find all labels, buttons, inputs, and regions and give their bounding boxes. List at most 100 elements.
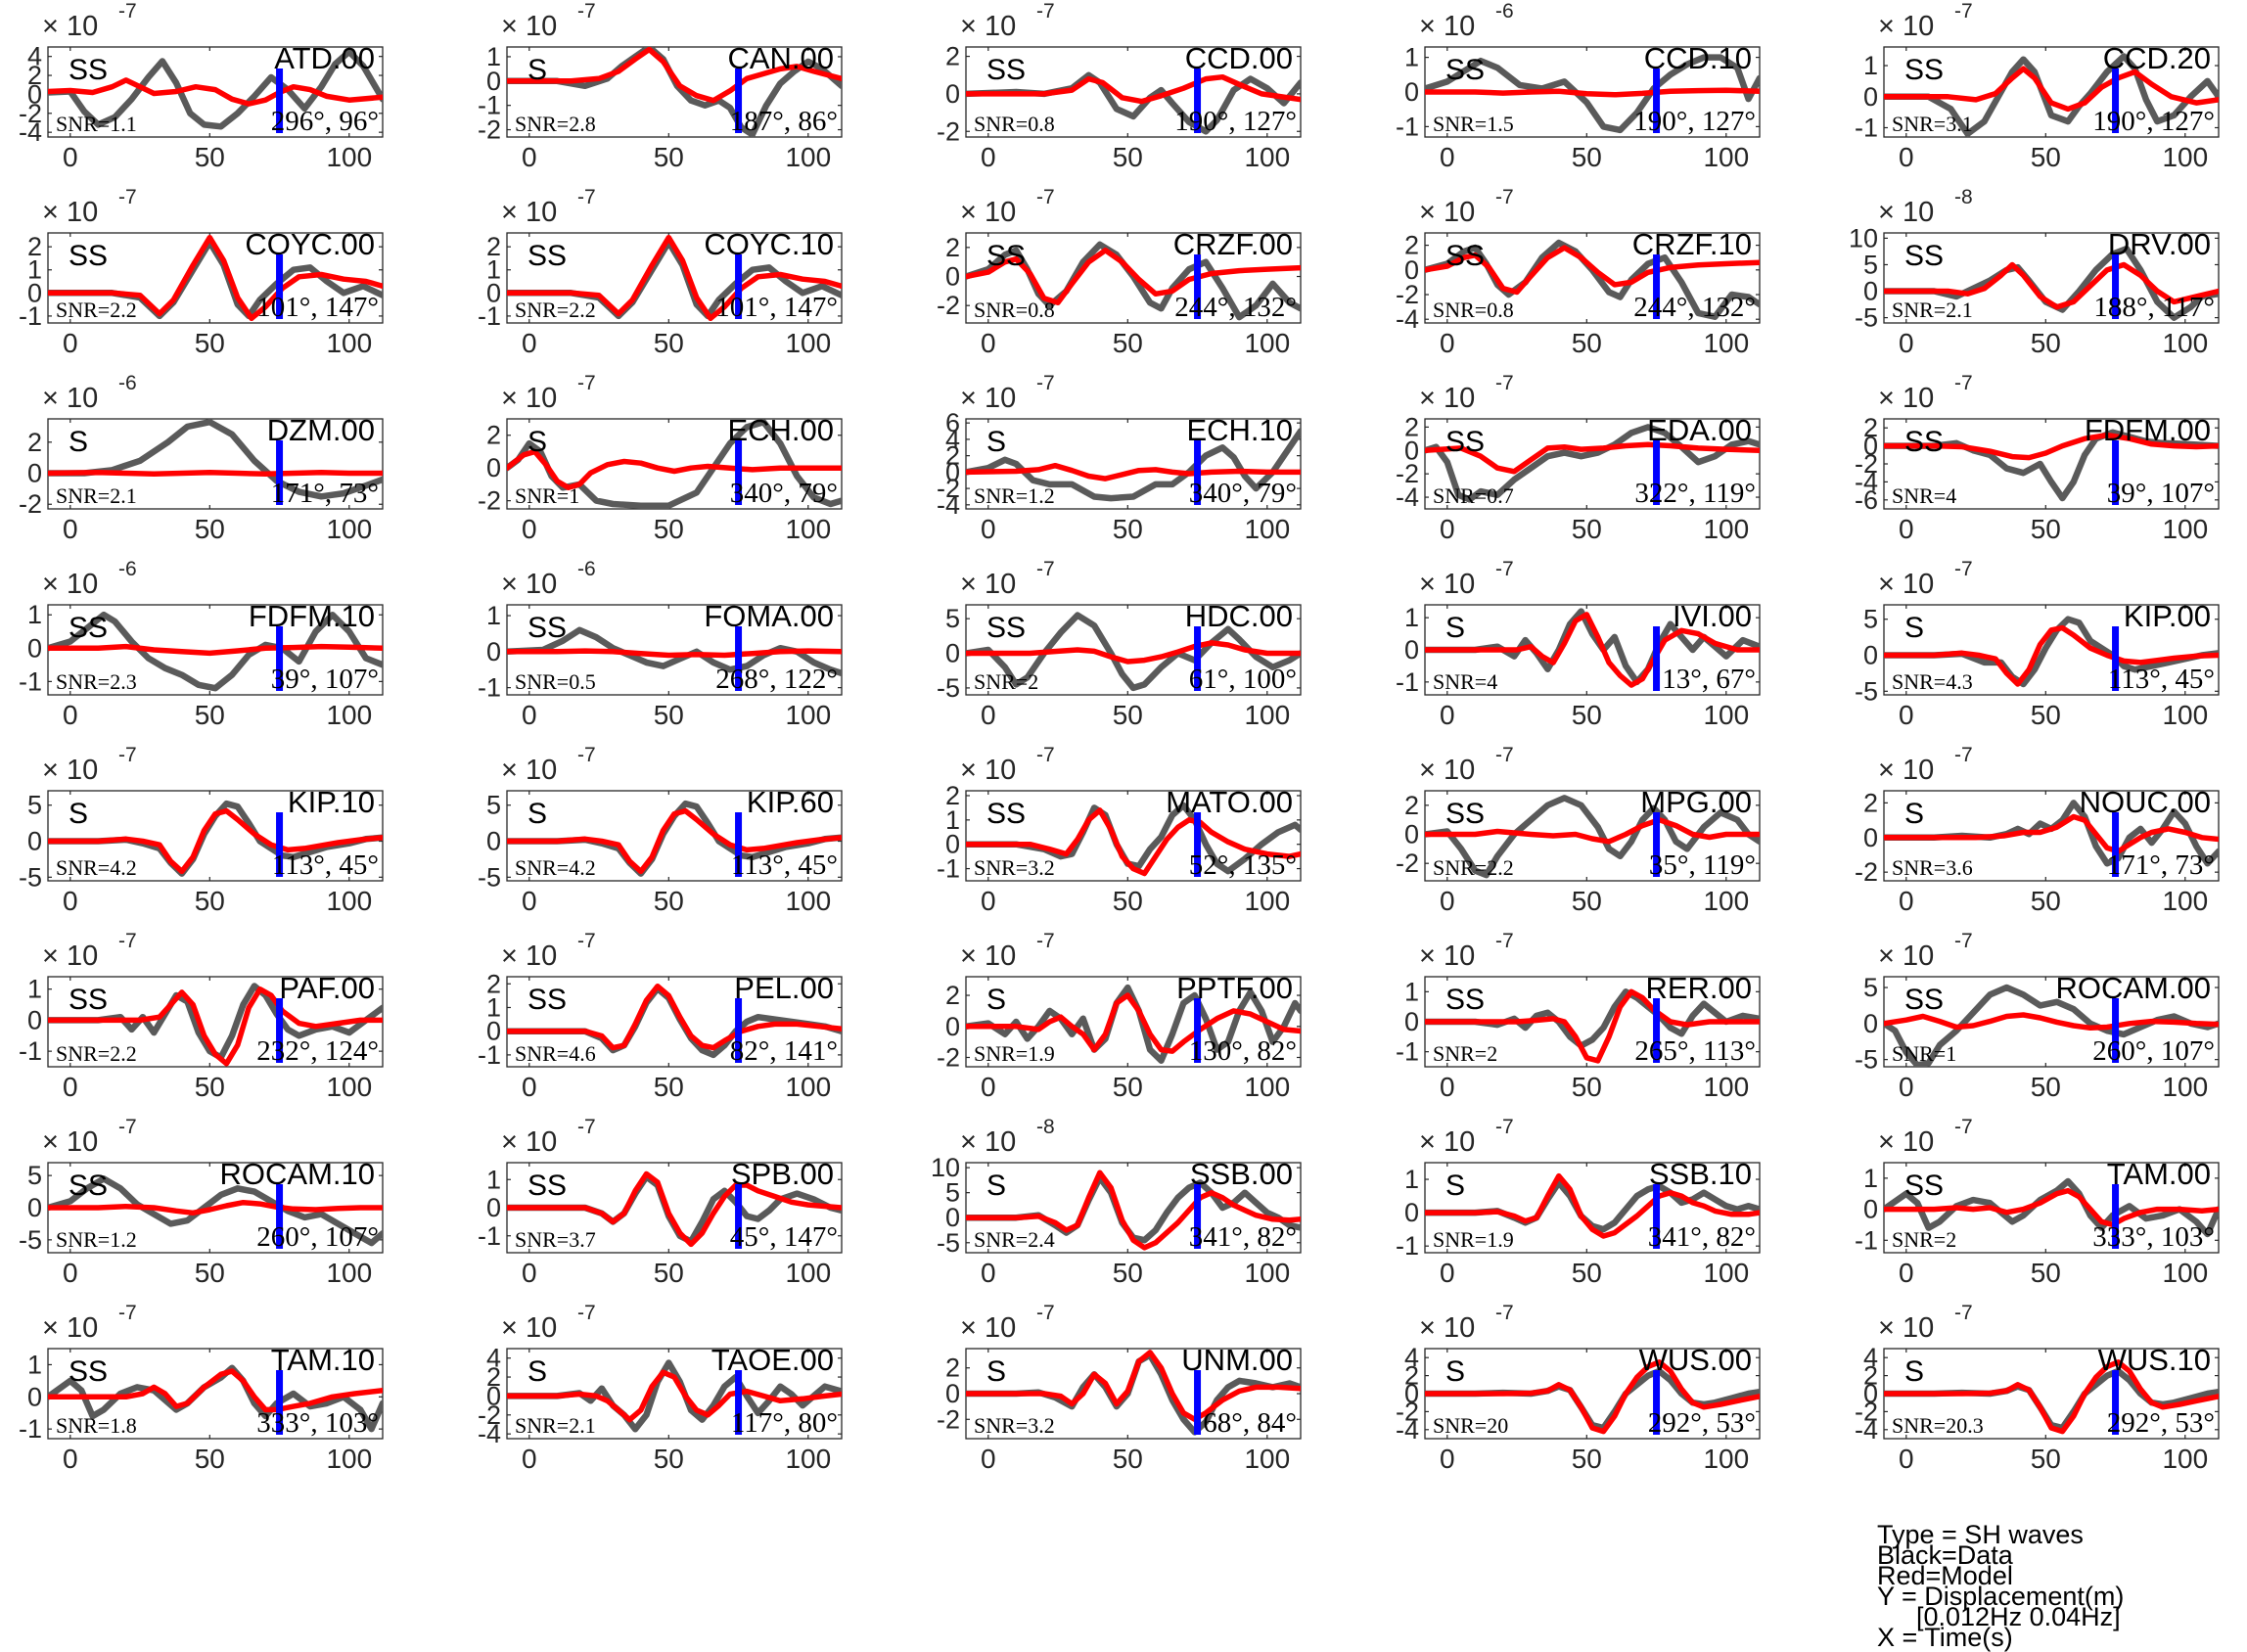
x-tick-label: 50 — [1572, 1444, 1602, 1474]
phase-label: SS — [69, 54, 108, 86]
phase-label: S — [527, 798, 547, 830]
y-exponent-label: × 10 — [960, 569, 1016, 600]
y-exponent-label: × 10 — [1878, 1312, 1934, 1344]
x-tick-label: 100 — [1703, 1072, 1749, 1102]
traces — [1425, 795, 1760, 879]
traces — [48, 611, 383, 692]
snr-label: SNR=2.2 — [1433, 855, 1514, 880]
model-trace — [1884, 432, 2219, 461]
model-trace — [1884, 813, 2219, 854]
y-tick-label: 5 — [1863, 250, 1878, 279]
traces — [1884, 53, 2219, 137]
angles-label: 113°, 45° — [2108, 664, 2215, 695]
y-tick-label: -6 — [1855, 485, 1878, 515]
snr-label: SNR=4 — [1433, 669, 1497, 694]
plot-area — [1424, 232, 1761, 324]
model-trace — [966, 462, 1301, 482]
y-exponent-power: -7 — [1036, 1302, 1055, 1324]
x-tick-label: 50 — [1572, 1072, 1602, 1102]
x-tick-label: 50 — [1572, 514, 1602, 544]
y-exponent-power: -7 — [118, 186, 137, 208]
y-tick-label: -1 — [19, 1036, 42, 1066]
angles-label: 82°, 141° — [730, 1035, 838, 1067]
y-exponent-label: × 10 — [1878, 941, 1934, 972]
y-tick-label: 0 — [1404, 1007, 1419, 1036]
x-tick-label: 100 — [785, 1072, 831, 1102]
phase-label: SS — [69, 240, 108, 272]
y-exponent-power: -7 — [1036, 744, 1055, 766]
station-label: CCD.10 — [1644, 41, 1752, 75]
panel-ccd-00: 0 50 100 2 0 -2 × 10 -7 SS CCD.00 SNR=0.8 190°, 127… — [937, 0, 1302, 172]
phase-label: SS — [1445, 426, 1485, 458]
y-tick-label: -2 — [937, 1042, 960, 1072]
x-tick-label: 100 — [1244, 1258, 1290, 1288]
y-exponent-label: × 10 — [501, 11, 557, 42]
x-tick-label: 0 — [1899, 1258, 1914, 1288]
y-tick-label: -2 — [1396, 1397, 1419, 1426]
station-label: HDC.00 — [1185, 599, 1293, 633]
phase-label: S — [1445, 612, 1465, 644]
y-tick-label: 0 — [27, 459, 42, 488]
y-tick-label: -2 — [19, 489, 42, 519]
y-exponent-label: × 10 — [960, 755, 1016, 786]
plot-area — [506, 790, 843, 882]
angles-label: 341°, 82° — [1648, 1221, 1756, 1253]
model-trace — [1425, 816, 1760, 845]
model-trace — [1425, 87, 1760, 98]
traces — [48, 234, 383, 322]
model-trace — [48, 469, 383, 478]
snr-label: SNR=0.8 — [1433, 298, 1514, 322]
station-label: DZM.00 — [267, 413, 375, 447]
angles-label: 188°, 117° — [2093, 292, 2215, 323]
y-tick-label: -5 — [19, 1225, 42, 1255]
x-tick-label: 100 — [1703, 514, 1749, 544]
y-exponent-label: × 10 — [960, 941, 1016, 972]
traces — [48, 419, 383, 500]
angles-label: 296°, 96° — [271, 106, 379, 137]
x-tick-label: 100 — [326, 514, 372, 544]
y-exponent-label: × 10 — [1419, 1312, 1475, 1344]
model-trace — [1425, 441, 1760, 475]
y-tick-label: 0 — [486, 827, 501, 856]
model-trace — [1425, 1359, 1760, 1435]
y-tick-label: -5 — [1855, 1045, 1878, 1075]
model-trace — [966, 248, 1301, 305]
y-tick-label: 2 — [486, 969, 501, 998]
x-tick-label: 50 — [1113, 1444, 1143, 1474]
x-tick-label: 50 — [195, 514, 225, 544]
snr-label: SNR=2.1 — [515, 1413, 596, 1438]
station-label: WUS.00 — [1639, 1343, 1752, 1377]
station-label: WUS.10 — [2098, 1343, 2211, 1377]
traces — [966, 612, 1301, 692]
y-tick-label: 2 — [486, 421, 501, 450]
y-tick-label: -1 — [478, 91, 501, 120]
station-label: ECH.10 — [1186, 413, 1293, 447]
y-exponent-label: × 10 — [1419, 941, 1475, 972]
x-tick-label: 0 — [981, 514, 996, 544]
y-exponent-label: × 10 — [1878, 11, 1934, 42]
phase-label: S — [69, 426, 88, 458]
y-tick-label: 1 — [27, 255, 42, 285]
y-tick-label: -2 — [478, 115, 501, 145]
x-tick-label: 50 — [1113, 514, 1143, 544]
phase-label: SS — [986, 798, 1026, 830]
traces — [1884, 984, 2219, 1067]
x-tick-label: 0 — [522, 1444, 537, 1474]
x-tick-label: 50 — [2031, 1072, 2061, 1102]
station-label: ROCAM.10 — [220, 1157, 375, 1191]
x-tick-label: 100 — [785, 142, 831, 172]
plot-area — [47, 1348, 384, 1440]
panel-ech-00: 0 50 100 2 0 -2 × 10 -7 S ECH.00 SNR=1 340°, 79° — [478, 372, 843, 544]
y-tick-label: -2 — [937, 291, 960, 320]
phase-label: SS — [527, 612, 567, 644]
x-tick-label: 50 — [2031, 514, 2061, 544]
traces — [966, 241, 1301, 321]
phase-label: S — [1904, 798, 1924, 830]
snr-label: SNR=2 — [1892, 1227, 1956, 1252]
y-tick-label: -4 — [1855, 1415, 1878, 1445]
y-exponent-power: -7 — [1495, 1302, 1514, 1324]
